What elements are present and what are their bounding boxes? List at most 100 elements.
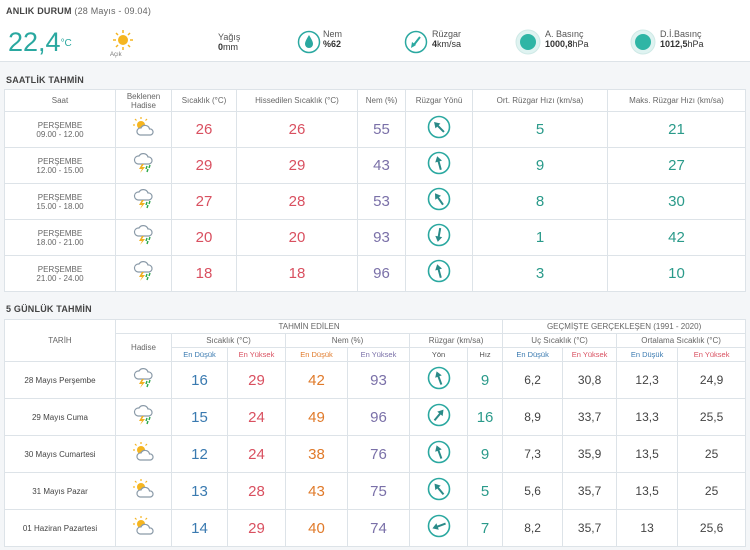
daily-avg-max: 25 (677, 435, 747, 473)
hourly-temp: 29 (171, 147, 237, 184)
col-nem: Nem (%) (357, 89, 406, 112)
hourly-row: PERŞEMBE 12.00 - 15.00 29 29 43 9 27 (4, 147, 746, 184)
daily-record-min: 6,2 (502, 361, 564, 399)
sea-pressure-icon (630, 29, 656, 60)
daily-hum-max: 96 (347, 398, 410, 436)
wind-arrow-icon (427, 366, 451, 395)
partly-cloudy-icon (131, 478, 157, 504)
daily-hum-min: 40 (285, 509, 348, 547)
hourly-time: 12.00 - 15.00 (36, 165, 84, 175)
daily-hum-max: 75 (347, 472, 410, 510)
col-saat: Saat (4, 89, 116, 112)
hourly-icon-cell (115, 255, 172, 292)
hourly-day: PERŞEMBE (37, 120, 83, 130)
daily-date: 31 Mayıs Pazar (4, 472, 116, 510)
daily-hum-min: 38 (285, 435, 348, 473)
wind-arrow-icon (427, 259, 451, 288)
daily-avg-max: 24,9 (677, 361, 747, 399)
col-ort: Ort. Rüzgar Hızı (km/sa) (472, 89, 608, 112)
hourly-icon-cell (115, 111, 172, 148)
col-hissedilen: Hissedilen Sıcaklık (°C) (236, 89, 358, 112)
hourly-avg-wind: 8 (472, 183, 608, 220)
hourly-wind-dir-cell (405, 147, 473, 184)
wind-arrow-icon (427, 187, 451, 216)
hourly-temp: 26 (171, 111, 237, 148)
hourly-time: 15.00 - 18.00 (36, 201, 84, 211)
col-group-tahmin: TAHMİN EDİLEN (114, 319, 504, 334)
sub-speed: Hız (466, 347, 504, 362)
hourly-row: PERŞEMBE 09.00 - 12.00 26 26 55 5 21 (4, 111, 746, 148)
daily-avg-min: 13 (616, 509, 679, 547)
daily-record-max: 35,9 (562, 435, 618, 473)
daily-record-min: 5,6 (502, 472, 564, 510)
hourly-feels: 18 (236, 255, 358, 292)
daily-date: 29 Mayıs Cuma (4, 398, 116, 436)
daily-avg-min: 13,3 (616, 398, 679, 436)
daily-hum-min: 42 (285, 361, 348, 399)
hourly-time-cell: PERŞEMBE 18.00 - 21.00 (4, 219, 116, 256)
sub-temp-min: En Düşük (171, 347, 228, 362)
pressure-icon (515, 29, 541, 60)
hourly-max-wind: 30 (607, 183, 746, 220)
hourly-wind-dir-cell (405, 255, 473, 292)
sub-dir: Yön (409, 347, 468, 362)
daily-row: 30 Mayıs Cumartesi 12 24 38 76 9 7,3 35,9 13,5 25 (4, 435, 747, 473)
thunderstorm-icon (131, 153, 157, 178)
wind-direction-icon (404, 30, 428, 59)
hourly-icon-cell (115, 183, 172, 220)
wind-block: Rüzgar 4km/sa (432, 29, 462, 49)
daily-icon-cell (115, 509, 172, 547)
col-ruzgar: Rüzgar (km/sa) (408, 333, 504, 348)
hourly-wind-dir-cell (405, 219, 473, 256)
hourly-feels: 20 (236, 219, 358, 256)
hourly-day: PERŞEMBE (37, 156, 83, 166)
current-title: ANLIK DURUM (28 Mayıs - 09.04) (6, 6, 152, 16)
daily-record-min: 8,9 (502, 398, 564, 436)
wind-arrow-icon (427, 403, 451, 432)
hourly-feels: 26 (236, 111, 358, 148)
thunderstorm-icon (131, 225, 157, 250)
daily-icon-cell (115, 435, 172, 473)
daily-record-max: 33,7 (562, 398, 618, 436)
hourly-feels: 28 (236, 183, 358, 220)
daily-record-max: 35,7 (562, 509, 618, 547)
daily-temp-min: 12 (171, 435, 228, 473)
thunderstorm-icon (131, 367, 157, 393)
daily-wind-speed: 9 (466, 435, 504, 473)
daily-row: 31 Mayıs Pazar 13 28 43 75 5 5,6 35,7 13,5 25 (4, 472, 747, 510)
col-uc-sicaklik: Uç Sıcaklık (°C) (502, 333, 618, 348)
hourly-max-wind: 42 (607, 219, 746, 256)
hourly-table: Saat Beklenen Hadise Sıcaklık (°C) Hisse… (4, 89, 746, 292)
col-sicaklik: Sıcaklık (°C) (171, 333, 286, 348)
sub-uc-min: En Düşük (502, 347, 564, 362)
hourly-humidity: 96 (357, 255, 406, 292)
hourly-row: PERŞEMBE 21.00 - 24.00 18 18 96 3 10 (4, 255, 746, 292)
col-yon: Rüzgar Yönü (405, 89, 473, 112)
daily-temp-min: 13 (171, 472, 228, 510)
thunderstorm-icon (131, 189, 157, 214)
hourly-row: PERŞEMBE 18.00 - 21.00 20 20 93 1 42 (4, 219, 746, 256)
daily-row: 29 Mayıs Cuma 15 24 49 96 16 8,9 33,7 13,3 25,5 (4, 398, 747, 436)
sub-hum-min: En Düşük (285, 347, 348, 362)
hourly-day: PERŞEMBE (37, 192, 83, 202)
daily-temp-max: 29 (227, 361, 286, 399)
hourly-max-wind: 27 (607, 147, 746, 184)
daily-date: 28 Mayıs Perşembe (4, 361, 116, 399)
daily-avg-min: 13,5 (616, 472, 679, 510)
sub-ort-max: En Yüksek (677, 347, 747, 362)
daily-avg-min: 13,5 (616, 435, 679, 473)
daily-record-min: 8,2 (502, 509, 564, 547)
col-nem: Nem (%) (285, 333, 410, 348)
hourly-avg-wind: 1 (472, 219, 608, 256)
hourly-title: SAATLİK TAHMİN (6, 75, 84, 85)
sub-uc-max: En Yüksek (562, 347, 618, 362)
daily-date: 30 Mayıs Cumartesi (4, 435, 116, 473)
thunderstorm-icon (131, 404, 157, 430)
hourly-row: PERŞEMBE 15.00 - 18.00 27 28 53 8 30 (4, 183, 746, 220)
daily-temp-min: 15 (171, 398, 228, 436)
hourly-humidity: 53 (357, 183, 406, 220)
pressure-block: A. Basınç 1000,8hPa (545, 29, 589, 49)
daily-icon-cell (115, 472, 172, 510)
current-condition-label: Açık (110, 52, 122, 58)
humidity-drop-icon (297, 30, 321, 59)
